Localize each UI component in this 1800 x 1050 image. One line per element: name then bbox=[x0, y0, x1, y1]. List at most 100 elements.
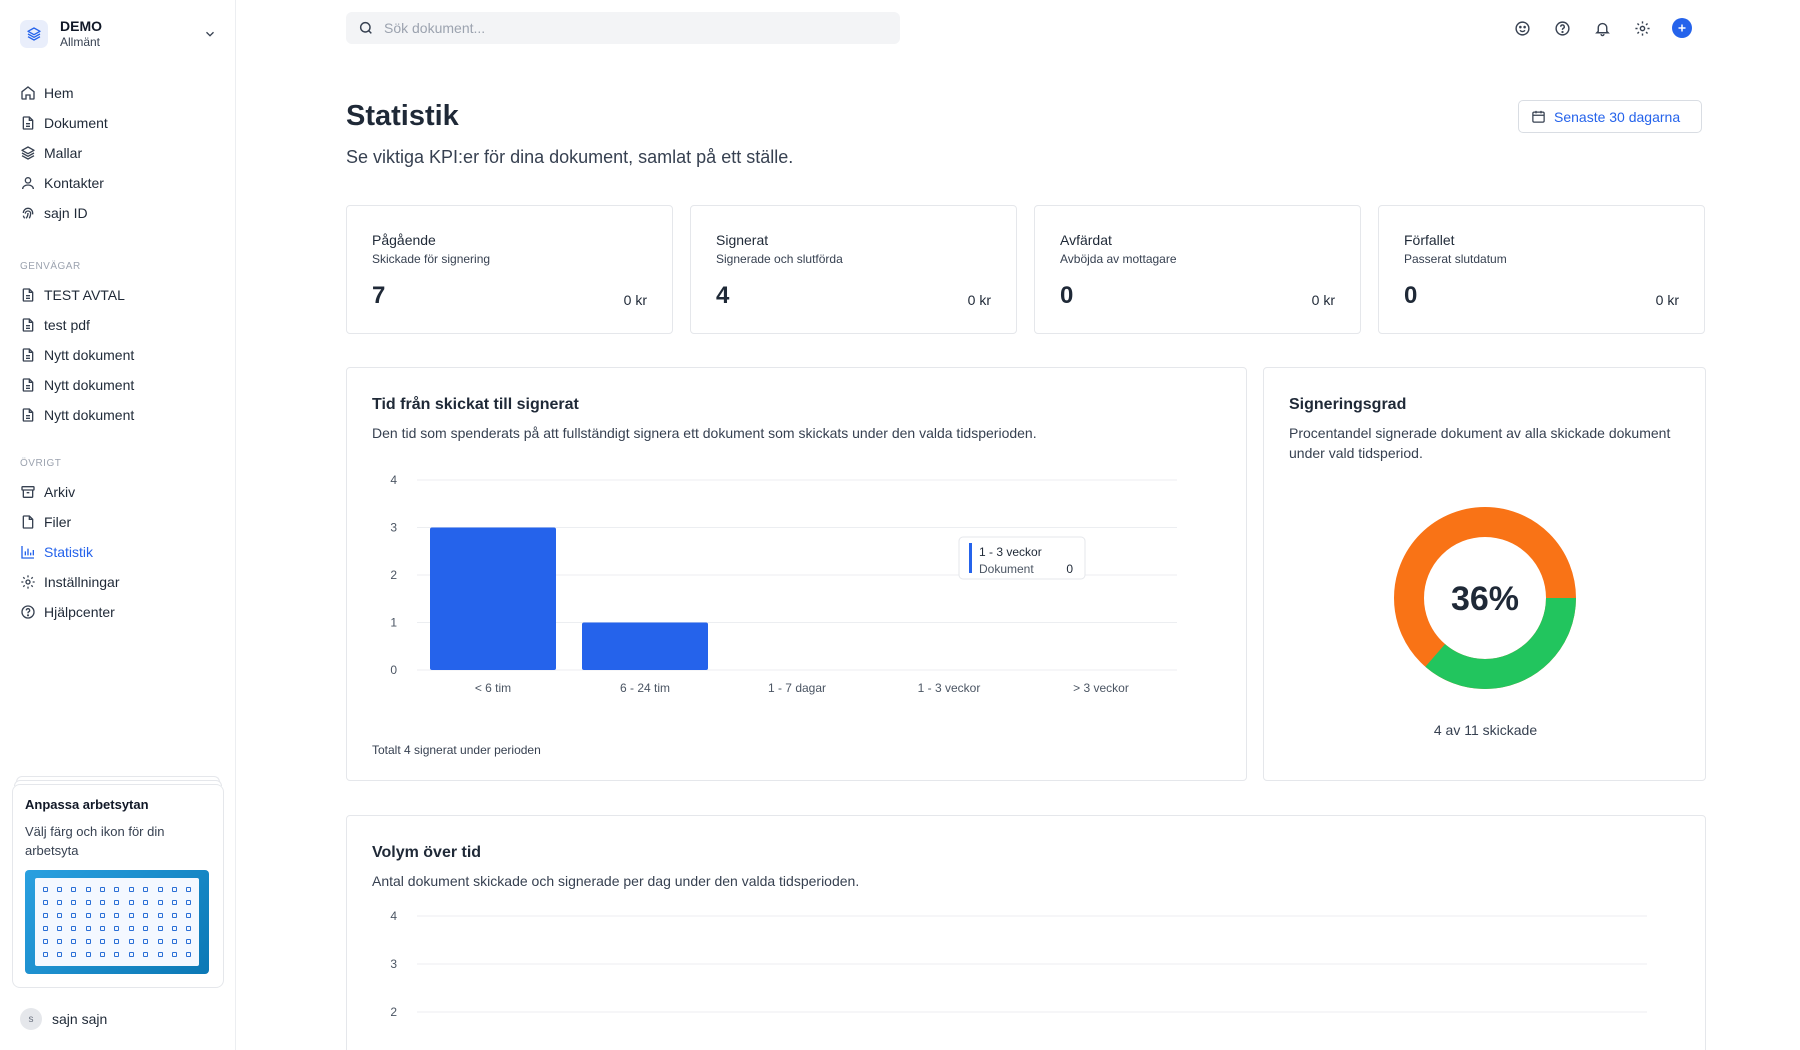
shortcut-label: test pdf bbox=[44, 317, 90, 333]
sidebar-item-label: Dokument bbox=[44, 115, 108, 131]
avatar: s bbox=[20, 1008, 42, 1030]
kpi-title: Signerat bbox=[716, 232, 769, 248]
preview-icon bbox=[71, 952, 77, 957]
shortcut-item[interactable]: Nytt dokument bbox=[20, 400, 220, 430]
user-menu[interactable]: s sajn sajn bbox=[20, 1008, 107, 1030]
customize-workspace-card[interactable]: Anpassa arbetsytan Välj färg och ikon fö… bbox=[12, 784, 224, 988]
bar-chart-icon bbox=[21, 546, 34, 559]
preview-icon bbox=[186, 900, 192, 905]
sidebar-item-label: Kontakter bbox=[44, 175, 104, 191]
gear-icon[interactable] bbox=[1632, 18, 1652, 38]
preview-icon bbox=[100, 939, 106, 944]
section-title-other: ÖVRIGT bbox=[20, 458, 62, 469]
tooltip-title: 1 - 3 veckor bbox=[979, 545, 1042, 559]
bar[interactable] bbox=[582, 622, 708, 671]
y-tick-label: 4 bbox=[390, 473, 397, 487]
promo-stack-edge bbox=[16, 776, 220, 782]
document-icon bbox=[22, 116, 34, 130]
preview-icon bbox=[128, 926, 134, 931]
sidebar-item-hjalpcenter[interactable]: Hjälpcenter bbox=[20, 597, 220, 627]
create-new-button[interactable] bbox=[1672, 18, 1692, 38]
search-input[interactable] bbox=[384, 20, 864, 36]
sidebar-item-label: Filer bbox=[44, 514, 72, 530]
shortcut-item[interactable]: Nytt dokument bbox=[20, 370, 220, 400]
preview-icon bbox=[42, 939, 48, 944]
shortcut-label: Nytt dokument bbox=[44, 407, 135, 423]
preview-icon bbox=[128, 952, 134, 957]
kpi-value: 0 bbox=[1404, 282, 1418, 309]
sidebar-item-filer[interactable]: Filer bbox=[20, 507, 220, 537]
preview-icon bbox=[57, 926, 63, 931]
preview-icon bbox=[186, 926, 192, 931]
sidebar-item-label: sajn ID bbox=[44, 205, 88, 221]
preview-icon bbox=[114, 952, 120, 957]
help-circle-icon[interactable] bbox=[1552, 18, 1572, 38]
donut-center-label: 36% bbox=[1451, 580, 1519, 618]
top-actions bbox=[1512, 18, 1692, 38]
kpi-amount: 0 kr bbox=[1655, 292, 1679, 308]
preview-icon bbox=[171, 939, 177, 944]
plus-icon bbox=[1678, 24, 1686, 32]
preview-icon bbox=[85, 952, 91, 957]
preview-icon bbox=[100, 887, 106, 892]
volume-chart: 2 3 4 bbox=[390, 909, 1647, 1019]
preview-icon bbox=[57, 952, 63, 957]
search-bar[interactable] bbox=[346, 12, 900, 44]
kpi-value: 7 bbox=[372, 282, 386, 309]
sidebar-item-statistik[interactable]: Statistik bbox=[20, 537, 220, 567]
preview-icon bbox=[143, 913, 149, 918]
shortcut-label: Nytt dokument bbox=[44, 377, 135, 393]
promo-text: Välj färg och ikon för din arbetsyta bbox=[25, 824, 165, 858]
kpi-card-signerat: Signerat Signerade och slutförda 4 0 kr bbox=[690, 205, 1017, 334]
shortcut-item[interactable]: TEST AVTAL bbox=[20, 280, 220, 310]
sidebar-item-label: Hjälpcenter bbox=[44, 604, 115, 620]
bar[interactable] bbox=[430, 527, 556, 671]
y-tick-label: 2 bbox=[390, 1005, 397, 1019]
preview-icon bbox=[157, 926, 163, 931]
shortcut-item[interactable]: Nytt dokument bbox=[20, 340, 220, 370]
sidebar-item-sajn-id[interactable]: sajn ID bbox=[20, 198, 220, 228]
panel-subtitle: Procentandel signerade dokument av alla … bbox=[1289, 425, 1671, 461]
sidebar-item-arkiv[interactable]: Arkiv bbox=[20, 477, 220, 507]
kpi-title: Förfallet bbox=[1404, 232, 1455, 248]
preview-icon bbox=[42, 913, 48, 918]
bell-icon[interactable] bbox=[1592, 18, 1612, 38]
file-icon bbox=[22, 515, 34, 529]
preview-icon bbox=[128, 887, 134, 892]
slice-signed[interactable] bbox=[1394, 507, 1576, 689]
preview-icon bbox=[143, 939, 149, 944]
preview-icon bbox=[114, 939, 120, 944]
preview-icon bbox=[171, 926, 177, 931]
preview-icon bbox=[57, 913, 63, 918]
preview-icon bbox=[128, 913, 134, 918]
x-tick-label: 6 - 24 tim bbox=[620, 681, 670, 695]
x-tick-label: 1 - 3 veckor bbox=[918, 681, 981, 695]
shortcut-item[interactable]: test pdf bbox=[20, 310, 220, 340]
chevron-down-icon[interactable] bbox=[200, 24, 220, 44]
preview-icon bbox=[171, 900, 177, 905]
preview-icon bbox=[171, 887, 177, 892]
sidebar-item-dokument[interactable]: Dokument bbox=[20, 108, 220, 138]
sidebar-item-installningar[interactable]: Inställningar bbox=[20, 567, 220, 597]
preview-icon bbox=[85, 926, 91, 931]
preview-icon bbox=[143, 952, 149, 957]
page-subtitle: Se viktiga KPI:er för dina dokument, sam… bbox=[346, 147, 794, 167]
preview-icon bbox=[100, 952, 106, 957]
sidebar-item-mallar[interactable]: Mallar bbox=[20, 138, 220, 168]
kpi-card-pagaende: Pågående Skickade för signering 7 0 kr bbox=[346, 205, 673, 334]
sidebar-item-label: Mallar bbox=[44, 145, 83, 161]
date-range-button[interactable]: Senaste 30 dagarna bbox=[1518, 100, 1702, 133]
sidebar-item-hem[interactable]: Hem bbox=[20, 78, 220, 108]
signing-rate-panel: Signeringsgrad Procentandel signerade do… bbox=[1263, 367, 1706, 781]
smiley-icon[interactable] bbox=[1512, 18, 1532, 38]
y-tick-label: 3 bbox=[390, 957, 397, 971]
sidebar-item-kontakter[interactable]: Kontakter bbox=[20, 168, 220, 198]
calendar-icon bbox=[1532, 110, 1545, 123]
shortcut-label: Nytt dokument bbox=[44, 347, 135, 363]
preview-icon bbox=[157, 952, 163, 957]
workspace-switcher[interactable]: DEMO Allmänt bbox=[20, 14, 220, 54]
tooltip-box bbox=[958, 536, 1086, 580]
preview-icon bbox=[71, 913, 77, 918]
kpi-title: Pågående bbox=[372, 232, 436, 248]
preview-icon bbox=[157, 887, 163, 892]
